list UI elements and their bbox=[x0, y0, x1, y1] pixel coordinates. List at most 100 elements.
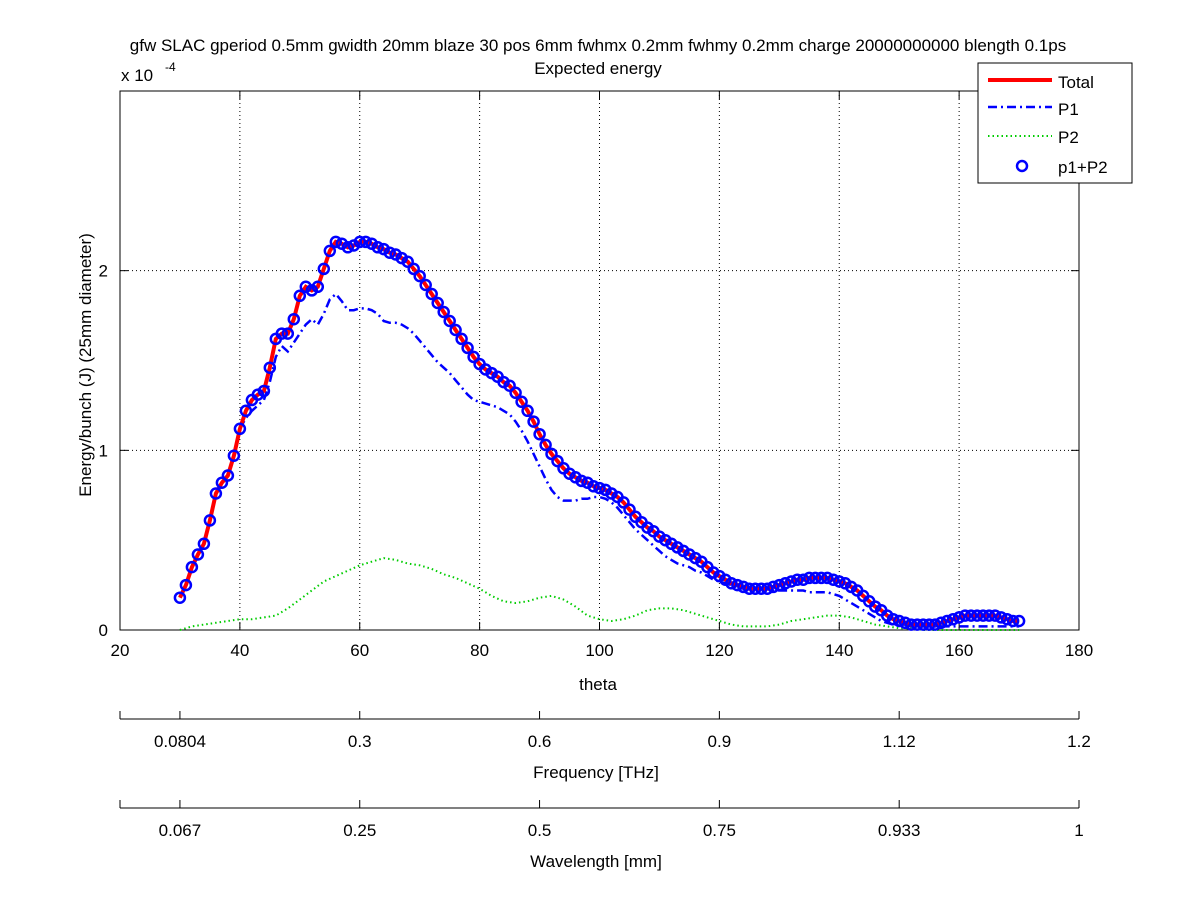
series-sum-point bbox=[731, 578, 744, 592]
series-sum-point bbox=[227, 449, 241, 462]
frequency-tick-label: 0.6 bbox=[528, 732, 552, 751]
x-tick-label: 80 bbox=[470, 641, 489, 660]
series-sum-point bbox=[1012, 614, 1026, 628]
x-tick-label: 160 bbox=[945, 641, 973, 660]
legend-box bbox=[977, 62, 1133, 184]
series-sum-point bbox=[922, 618, 936, 631]
wavelength-tick-label: 0.067 bbox=[159, 821, 202, 840]
wavelength-tick-label: 0.25 bbox=[343, 821, 376, 840]
series-sum-point bbox=[509, 386, 522, 400]
y-exponent-power: -4 bbox=[165, 60, 176, 74]
series-sum-point bbox=[215, 476, 229, 489]
series-sum-point bbox=[209, 487, 223, 500]
legend-total-label: Total bbox=[1058, 73, 1094, 92]
axis-ticks: 20 40 60 80 100 120 140 160 180 0 1 2 bbox=[99, 91, 1093, 660]
series-sum-point bbox=[401, 255, 414, 268]
series-sum-point bbox=[551, 454, 564, 468]
wavelength-tick-label: 0.933 bbox=[878, 821, 921, 840]
frequency-axis: 0.0804 0.3 0.6 0.9 1.12 1.2 bbox=[119, 711, 1091, 751]
series-sum-point bbox=[233, 422, 247, 436]
series-sum-point bbox=[461, 341, 474, 355]
series-sum-point bbox=[317, 262, 331, 276]
series-sum-point bbox=[383, 246, 396, 259]
y-tick-label: 1 bbox=[99, 441, 108, 460]
series-sum-point bbox=[191, 548, 205, 561]
frequency-tick-label: 1.12 bbox=[883, 732, 916, 751]
series-sum-point bbox=[257, 384, 271, 398]
series-sum-point bbox=[407, 262, 420, 276]
series-sum-point bbox=[815, 571, 828, 585]
series-sum-point bbox=[545, 447, 558, 461]
x-tick-label: 100 bbox=[585, 641, 613, 660]
wavelength-tick-label: 1 bbox=[1074, 821, 1083, 840]
series-sum-point bbox=[263, 361, 277, 374]
series-sum-point bbox=[761, 582, 774, 595]
series-sum-point bbox=[413, 269, 426, 283]
series-sum-point bbox=[964, 609, 978, 622]
legend-p2-label: P2 bbox=[1058, 128, 1079, 147]
series-sum-point bbox=[329, 235, 343, 249]
x-tick-label: 60 bbox=[350, 641, 369, 660]
series-sum-point bbox=[533, 427, 546, 441]
series-sum-point bbox=[833, 575, 846, 588]
frequency-tick-label: 1.2 bbox=[1067, 732, 1091, 751]
legend-sum-label: p1+P2 bbox=[1058, 158, 1108, 177]
series-sum-point bbox=[587, 480, 600, 493]
series-sum-point bbox=[437, 305, 450, 319]
x-tick-label: 140 bbox=[825, 641, 853, 660]
x-tick-label: 20 bbox=[111, 641, 130, 660]
series-sum-point bbox=[749, 582, 762, 595]
series-sum-point bbox=[185, 560, 199, 574]
x-tick-label: 40 bbox=[230, 641, 249, 660]
series-sum-point bbox=[952, 611, 966, 624]
series-sum-point bbox=[515, 395, 528, 409]
series-sum-point bbox=[797, 573, 810, 586]
series-sum-point bbox=[934, 616, 948, 630]
y-tick-label: 2 bbox=[99, 262, 108, 281]
wavelength-axis: 0.067 0.25 0.5 0.75 0.933 1 bbox=[119, 800, 1084, 840]
series-sum-point bbox=[467, 350, 480, 364]
series-sum-point bbox=[293, 289, 307, 303]
series-sum-point bbox=[928, 618, 942, 631]
series-sum-point bbox=[940, 614, 954, 628]
series-sum-point bbox=[527, 415, 540, 428]
series-sum-point bbox=[179, 578, 193, 592]
series-sum-point bbox=[791, 573, 804, 586]
series-sum-point bbox=[449, 323, 462, 337]
series-sum-point bbox=[809, 571, 822, 585]
series-sum-point bbox=[239, 404, 253, 418]
series-sum-point bbox=[323, 244, 337, 258]
legend-sum-swatch bbox=[1015, 159, 1029, 173]
series-sum-point bbox=[827, 573, 840, 586]
series-sum-point bbox=[1006, 614, 1020, 628]
series-sum-point bbox=[539, 438, 552, 452]
series-sum-point bbox=[623, 503, 636, 516]
series-sum-point bbox=[743, 582, 756, 595]
wavelength-tick-label: 0.75 bbox=[703, 821, 736, 840]
series-sum-point bbox=[821, 571, 834, 585]
series-sum-point bbox=[725, 577, 738, 590]
legend: Total P1 P2 p1+P2 bbox=[977, 62, 1133, 184]
series-sum-point bbox=[173, 591, 187, 604]
series-sum-point bbox=[910, 618, 924, 631]
series-sum-point bbox=[898, 616, 912, 630]
series-sum-point bbox=[916, 618, 930, 631]
series-p2-line bbox=[179, 557, 1020, 631]
series bbox=[173, 235, 1026, 631]
frequency-tick-label: 0.9 bbox=[708, 732, 732, 751]
series-sum-point bbox=[203, 514, 217, 527]
series-sum-point bbox=[946, 612, 960, 626]
series-sum-point bbox=[311, 280, 325, 294]
series-sum-point bbox=[221, 469, 235, 482]
series-sum-point bbox=[755, 582, 768, 595]
series-sum-point bbox=[970, 609, 984, 622]
y-tick-label: 0 bbox=[99, 621, 108, 640]
frequency-tick-label: 0.3 bbox=[348, 732, 372, 751]
series-sum-point bbox=[419, 278, 432, 292]
series-sum-point bbox=[443, 314, 456, 328]
series-sum-point bbox=[1000, 612, 1014, 626]
series-sum-point bbox=[359, 235, 372, 249]
series-sum-point bbox=[779, 577, 792, 590]
series-sum-point bbox=[425, 287, 438, 301]
